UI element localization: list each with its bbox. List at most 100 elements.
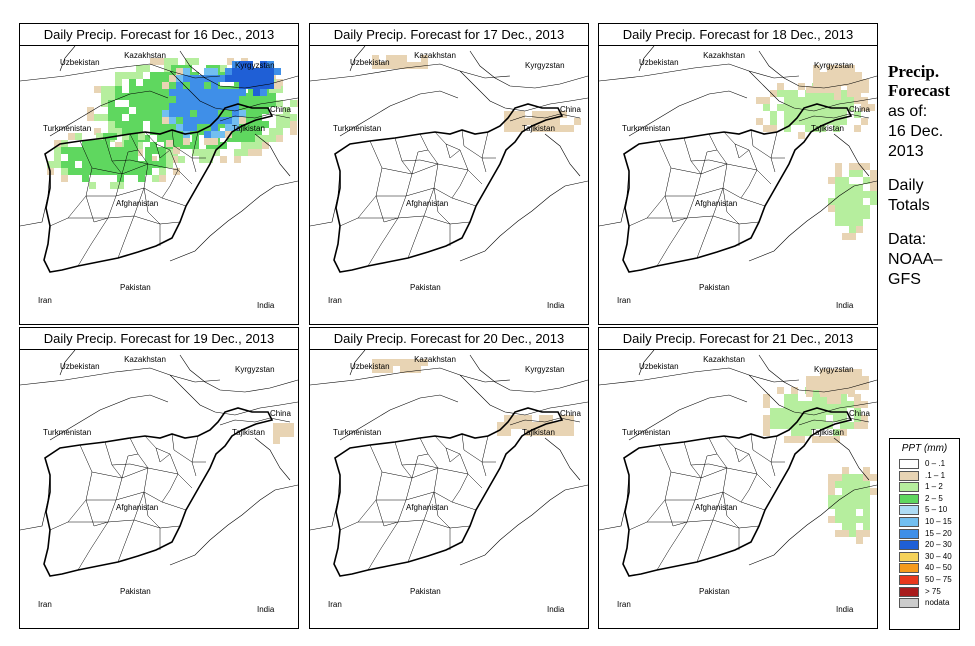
precip-cell bbox=[504, 429, 511, 436]
precip-cell bbox=[225, 131, 232, 138]
precip-cell bbox=[805, 429, 812, 436]
precip-cell bbox=[820, 79, 827, 86]
precip-cell bbox=[122, 135, 129, 142]
province-border bbox=[434, 435, 469, 475]
forecast-panel: Daily Precip. Forecast for 20 Dec., 2013… bbox=[309, 327, 589, 629]
precip-cell bbox=[849, 219, 856, 226]
precip-cell bbox=[862, 79, 869, 86]
precip-cell bbox=[849, 163, 856, 170]
precip-cell bbox=[835, 530, 842, 537]
precip-cell bbox=[827, 86, 834, 93]
precip-cell bbox=[164, 72, 171, 79]
legend-swatch bbox=[899, 528, 919, 539]
precip-cell bbox=[819, 111, 826, 118]
precip-cell bbox=[169, 117, 176, 124]
precip-cell bbox=[232, 68, 239, 75]
panel-map: Kazakhstan Uzbekistan Kyrgyzstan China Turkm… bbox=[310, 46, 588, 310]
precip-cell bbox=[842, 198, 849, 205]
precip-cell bbox=[150, 72, 157, 79]
precip-cell bbox=[784, 104, 791, 111]
country-border bbox=[20, 63, 221, 82]
precip-cell bbox=[276, 114, 283, 121]
precip-cell bbox=[248, 86, 255, 93]
legend-swatch bbox=[899, 516, 919, 527]
precip-cell bbox=[863, 205, 870, 212]
precip-cell bbox=[108, 100, 115, 107]
province-border bbox=[68, 215, 181, 225]
precip-cell bbox=[169, 110, 176, 117]
province-border bbox=[740, 473, 758, 503]
precip-field bbox=[372, 55, 581, 132]
precip-cell bbox=[108, 93, 115, 100]
country-border bbox=[469, 50, 588, 89]
precip-cell bbox=[75, 168, 82, 175]
precip-cell bbox=[150, 128, 157, 135]
precip-cell bbox=[870, 488, 877, 495]
precip-cell bbox=[218, 131, 225, 138]
precip-cell bbox=[96, 140, 103, 147]
country-border bbox=[219, 417, 291, 426]
precip-cell bbox=[61, 147, 68, 154]
precip-cell bbox=[260, 89, 267, 96]
precip-cell bbox=[192, 142, 199, 149]
precip-cell bbox=[143, 93, 150, 100]
precip-cell bbox=[157, 93, 164, 100]
province-border bbox=[647, 215, 760, 225]
precip-cell bbox=[841, 79, 848, 86]
precip-cell bbox=[791, 104, 798, 111]
precip-cell bbox=[813, 72, 820, 79]
precip-cell bbox=[842, 481, 849, 488]
precip-cell bbox=[833, 429, 840, 436]
precip-cell bbox=[131, 161, 138, 168]
precip-cell bbox=[248, 100, 255, 107]
precip-cell bbox=[856, 198, 863, 205]
precip-cell bbox=[820, 72, 827, 79]
precip-cell bbox=[157, 135, 164, 142]
legend-item: .1 – 1 bbox=[890, 470, 959, 483]
precip-cell bbox=[115, 79, 122, 86]
country-border bbox=[179, 354, 298, 393]
precip-cell bbox=[763, 422, 770, 429]
country-label: Kazakhstan bbox=[414, 355, 456, 364]
precip-cell bbox=[770, 111, 777, 118]
precip-cell bbox=[227, 58, 234, 65]
precip-cell bbox=[197, 117, 204, 124]
country-label: Afghanistan bbox=[406, 199, 448, 208]
precip-cell bbox=[848, 390, 855, 397]
precip-cell bbox=[262, 100, 269, 107]
precip-cell bbox=[511, 415, 518, 422]
country-label: China bbox=[560, 409, 581, 418]
precip-cell bbox=[255, 114, 262, 121]
precip-cell bbox=[211, 89, 218, 96]
country-label: Kazakhstan bbox=[124, 355, 166, 364]
country-border bbox=[544, 437, 581, 481]
sidebar-date-line1: 16 Dec. bbox=[888, 123, 944, 140]
precip-cell bbox=[246, 68, 253, 75]
precip-cell bbox=[414, 366, 421, 373]
province-border bbox=[433, 187, 451, 246]
country-label: India bbox=[836, 605, 854, 614]
precip-cell bbox=[855, 383, 862, 390]
legend-label: 1 – 2 bbox=[925, 482, 943, 492]
precip-cell bbox=[842, 488, 849, 495]
province-border bbox=[144, 435, 179, 475]
precip-cell bbox=[849, 530, 856, 537]
precip-cell bbox=[798, 415, 805, 422]
precip-cell bbox=[525, 415, 532, 422]
precip-cell bbox=[841, 383, 848, 390]
province-border bbox=[451, 169, 469, 199]
precip-cell bbox=[806, 390, 813, 397]
precip-cell bbox=[856, 170, 863, 177]
precip-cell bbox=[248, 128, 255, 135]
country-label: Tajikistan bbox=[811, 124, 844, 133]
precip-cell bbox=[255, 149, 262, 156]
precip-cell bbox=[770, 118, 777, 125]
precip-cell bbox=[218, 89, 225, 96]
precip-cell bbox=[525, 422, 532, 429]
precip-cell bbox=[54, 154, 61, 161]
country-label: Iran bbox=[328, 296, 342, 305]
precip-cell bbox=[553, 111, 560, 118]
precip-cell bbox=[287, 423, 294, 430]
province-border bbox=[647, 519, 760, 529]
precip-cell bbox=[856, 219, 863, 226]
